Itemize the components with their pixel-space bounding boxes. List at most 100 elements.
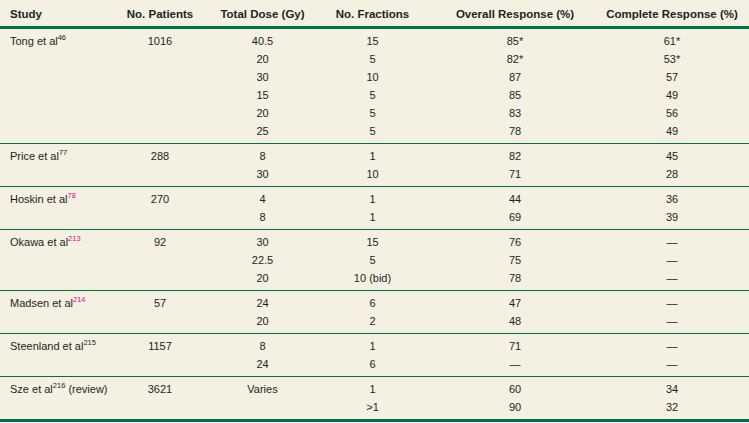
overall-response-cell: 85 (435, 86, 595, 104)
response-table: Study No. Patients Total Dose (Gy) No. F… (0, 0, 749, 419)
study-cell (0, 86, 105, 104)
fractions-cell: 10 (bid) (310, 269, 435, 291)
fractions-cell: 15 (310, 28, 435, 51)
patients-cell (105, 68, 215, 86)
column-header-patients: No. Patients (105, 0, 215, 28)
study-ref-superscript: 213 (68, 234, 81, 243)
patients-cell (105, 50, 215, 68)
dose-cell: 22.5 (215, 251, 310, 269)
complete-response-cell: — (595, 355, 749, 377)
table-row: Tong et al46101640.51585*61* (0, 28, 749, 51)
complete-response-cell: — (595, 251, 749, 269)
study-ref-superscript: 214 (73, 295, 86, 304)
complete-response-cell: 49 (595, 86, 749, 104)
overall-response-cell: 44 (435, 187, 595, 209)
study-name: Sze et al (10, 383, 53, 395)
complete-response-cell: 53* (595, 50, 749, 68)
complete-response-cell: — (595, 269, 749, 291)
fractions-cell: 5 (310, 122, 435, 144)
dose-cell: 4 (215, 187, 310, 209)
study-group: Price et al7728881824530107128 (0, 144, 749, 187)
overall-response-cell: 85* (435, 28, 595, 51)
dose-cell (215, 398, 310, 419)
study-cell: Tong et al46 (0, 28, 105, 51)
column-header-total-dose: Total Dose (Gy) (215, 0, 310, 28)
study-name: Price et al (10, 150, 59, 162)
complete-response-cell: — (595, 312, 749, 334)
patients-cell (105, 122, 215, 144)
study-name: Steenland et al (10, 340, 83, 352)
overall-response-cell: 48 (435, 312, 595, 334)
dose-cell: 25 (215, 122, 310, 144)
patients-cell: 57 (105, 291, 215, 313)
header-row: Study No. Patients Total Dose (Gy) No. F… (0, 0, 749, 28)
complete-response-cell: 28 (595, 165, 749, 187)
study-group: Sze et al216 (review)3621Varies16034>190… (0, 377, 749, 420)
patients-cell (105, 269, 215, 291)
fractions-cell: 1 (310, 187, 435, 209)
complete-response-cell: 39 (595, 208, 749, 230)
table-row: Steenland et al21511578171— (0, 334, 749, 356)
table-row: Sze et al216 (review)3621Varies16034 (0, 377, 749, 399)
table-row: 2010 (bid)78— (0, 269, 749, 291)
complete-response-cell: — (595, 230, 749, 252)
response-table-wrap: Study No. Patients Total Dose (Gy) No. F… (0, 0, 749, 422)
complete-response-cell: 32 (595, 398, 749, 419)
table-row: 22.5575— (0, 251, 749, 269)
table-row: Okawa et al21392301576— (0, 230, 749, 252)
patients-cell: 92 (105, 230, 215, 252)
overall-response-cell: 90 (435, 398, 595, 419)
complete-response-cell: — (595, 334, 749, 356)
study-cell (0, 269, 105, 291)
study-suffix: (review) (65, 383, 107, 395)
study-cell: Okawa et al213 (0, 230, 105, 252)
study-cell: Steenland et al215 (0, 334, 105, 356)
study-name: Tong et al (10, 35, 58, 47)
patients-cell: 1016 (105, 28, 215, 51)
study-name: Okawa et al (10, 236, 68, 248)
overall-response-cell: 87 (435, 68, 595, 86)
fractions-cell: 6 (310, 291, 435, 313)
study-ref-superscript: 215 (83, 338, 96, 347)
study-cell (0, 165, 105, 187)
study-cell (0, 104, 105, 122)
study-cell (0, 251, 105, 269)
table-row: 20248— (0, 312, 749, 334)
patients-cell (105, 86, 215, 104)
study-group: Okawa et al21392301576—22.5575—2010 (bid… (0, 230, 749, 291)
fractions-cell: >1 (310, 398, 435, 419)
study-cell (0, 355, 105, 377)
study-cell (0, 312, 105, 334)
dose-cell: 30 (215, 165, 310, 187)
fractions-cell: 1 (310, 144, 435, 166)
patients-cell (105, 104, 215, 122)
dose-cell: 20 (215, 50, 310, 68)
complete-response-cell: 61* (595, 28, 749, 51)
study-cell: Madsen et al214 (0, 291, 105, 313)
overall-response-cell: 47 (435, 291, 595, 313)
complete-response-cell: 49 (595, 122, 749, 144)
study-name: Hoskin et al (10, 193, 67, 205)
study-cell (0, 398, 105, 419)
column-header-complete-response: Complete Response (%) (595, 0, 749, 28)
patients-cell (105, 251, 215, 269)
overall-response-cell: 83 (435, 104, 595, 122)
patients-cell: 3621 (105, 377, 215, 399)
complete-response-cell: 57 (595, 68, 749, 86)
study-group: Tong et al46101640.51585*61*20582*53*301… (0, 28, 749, 144)
table-row: Madsen et al2145724647— (0, 291, 749, 313)
dose-cell: 20 (215, 269, 310, 291)
study-cell: Price et al77 (0, 144, 105, 166)
overall-response-cell: 60 (435, 377, 595, 399)
study-ref-superscript: 77 (59, 148, 67, 157)
fractions-cell: 1 (310, 334, 435, 356)
overall-response-cell: — (435, 355, 595, 377)
table-row: >19032 (0, 398, 749, 419)
patients-cell (105, 312, 215, 334)
dose-cell: 15 (215, 86, 310, 104)
fractions-cell: 5 (310, 86, 435, 104)
dose-cell: 24 (215, 355, 310, 377)
fractions-cell: 2 (310, 312, 435, 334)
dose-cell: 8 (215, 334, 310, 356)
table-row: Price et al77288818245 (0, 144, 749, 166)
